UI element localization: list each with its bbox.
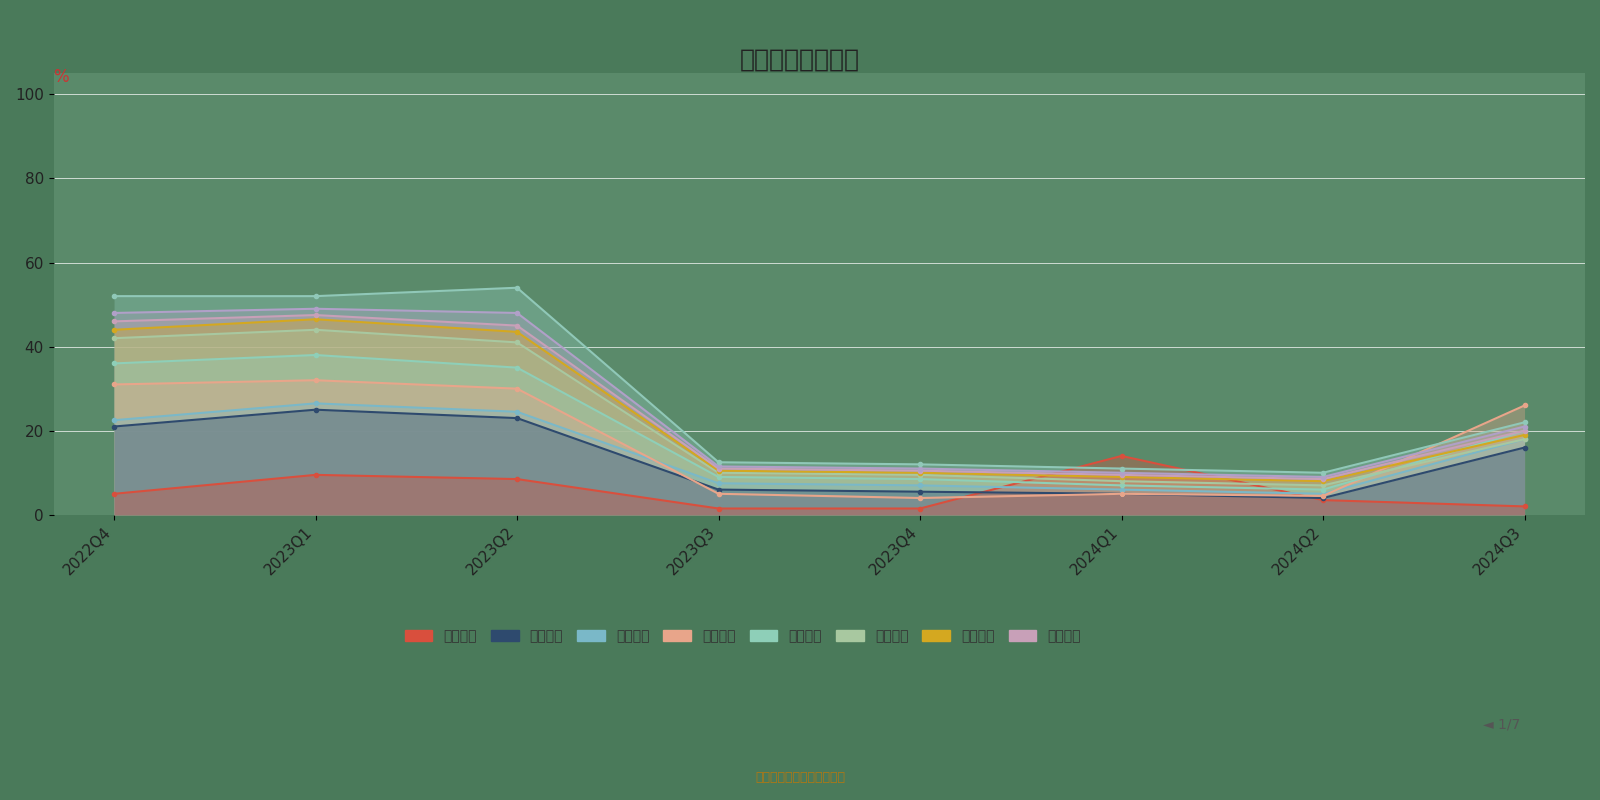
Text: 前十大重仓股变化: 前十大重仓股变化 bbox=[739, 48, 861, 72]
Legend: 江苏金租, 北京银行, 佛燃能源, 京基智农, 金杯电工, 山煤国际, 森马服饰, 双良节能: 江苏金租, 北京银行, 佛燃能源, 京基智农, 金杯电工, 山煤国际, 森马服饰… bbox=[398, 624, 1086, 649]
Text: ◄ 1/7: ◄ 1/7 bbox=[1483, 717, 1520, 731]
Text: %: % bbox=[53, 68, 69, 86]
Text: 数据来源：恒生聚源数据库: 数据来源：恒生聚源数据库 bbox=[755, 771, 845, 784]
